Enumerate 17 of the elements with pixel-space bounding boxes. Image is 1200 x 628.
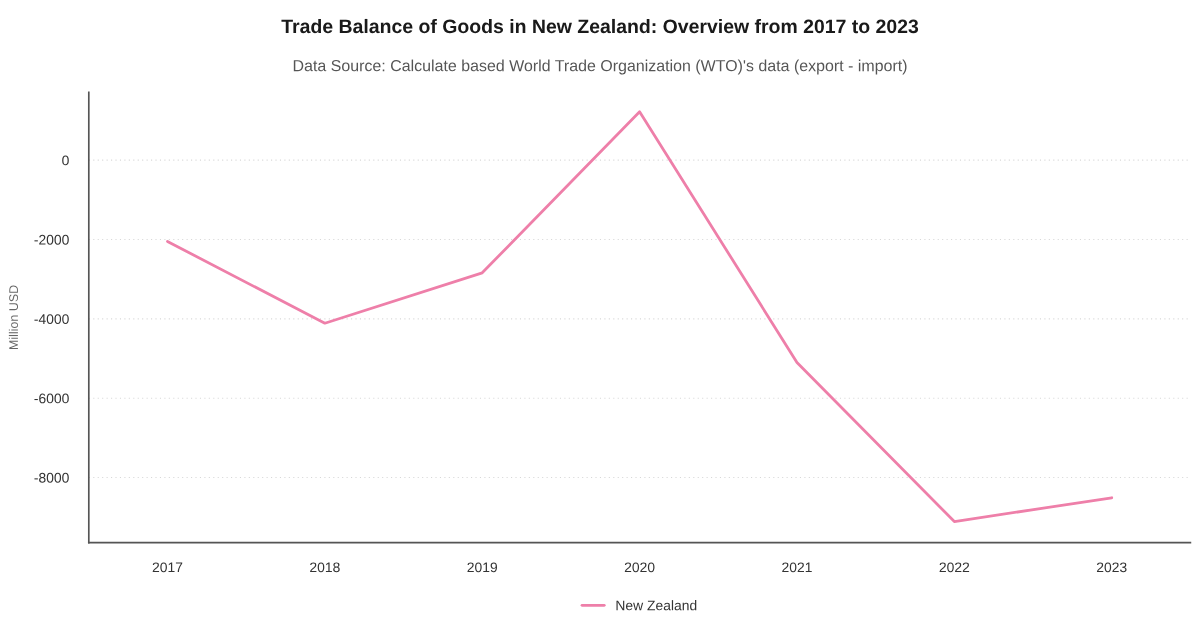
x-tick-label: 2023 (1096, 562, 1127, 573)
x-tick-label: 2017 (152, 562, 183, 573)
chart-subtitle: Data Source: Calculate based World Trade Organization (WTO)'s data (export - import) (293, 59, 907, 75)
x-tick-label: 2020 (624, 562, 655, 573)
y-tick-label: -2000 (34, 234, 69, 245)
x-tick-label: 2022 (939, 562, 970, 573)
chart-title: Trade Balance of Goods in New Zealand: Overview from 2017 to 2023 (281, 18, 919, 34)
y-tick-label: -6000 (34, 393, 69, 404)
y-tick-label: 0 (62, 155, 69, 166)
x-tick-label: 2019 (467, 562, 498, 573)
x-tick-label: 2018 (310, 562, 340, 573)
legend-label: New Zealand (616, 600, 697, 611)
y-tick-label: -4000 (34, 314, 69, 325)
y-axis-title: Million USD (8, 285, 19, 350)
x-tick-label: 2021 (782, 562, 812, 573)
line-series (166, 110, 1114, 523)
y-tick-label: -8000 (34, 472, 69, 483)
